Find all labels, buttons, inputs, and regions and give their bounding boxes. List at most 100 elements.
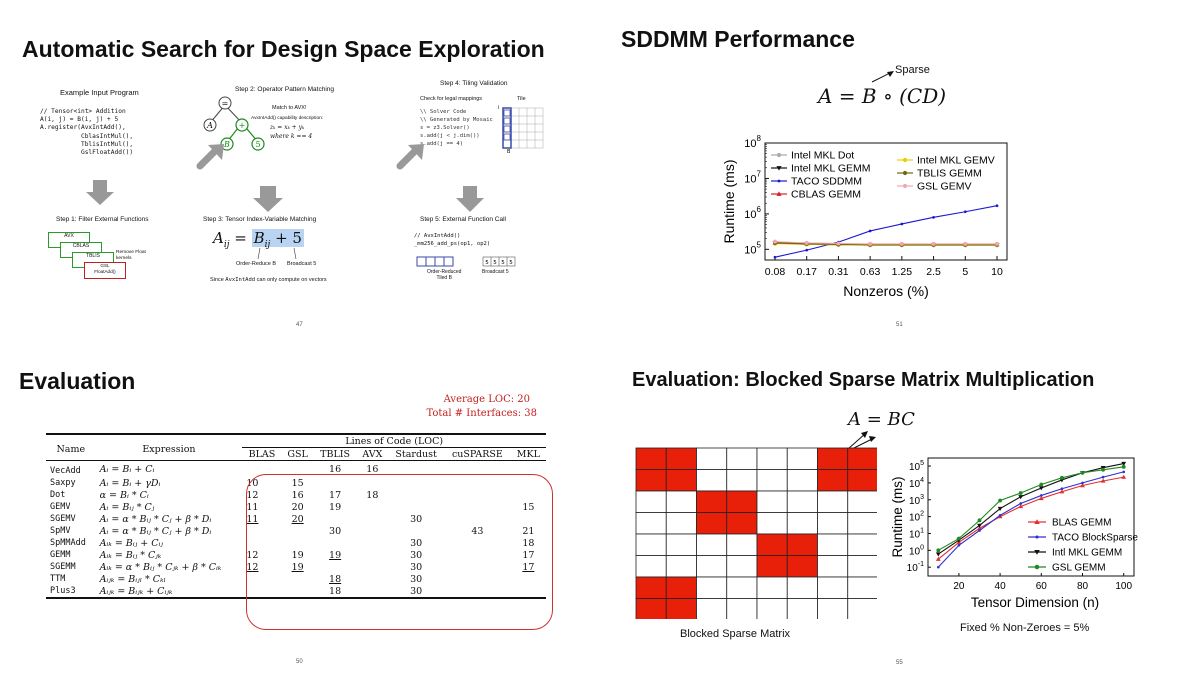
x-axis-label: Tensor Dimension (n) (971, 595, 1099, 610)
slide-title: Automatic Search for Design Space Explor… (22, 36, 545, 62)
marker-dot (1035, 535, 1039, 539)
loc-cell: 21 (522, 525, 535, 537)
loc-cell: 16 (329, 463, 342, 475)
loc-cell: 11 (246, 513, 259, 525)
x-tick-label: 60 (1036, 581, 1048, 592)
marker-triangle-down (977, 523, 982, 528)
marker-triangle-down (1121, 461, 1127, 466)
table-row: SpMV Aᵢ = α * Bᵢⱼ * Cⱼ + β * Dᵢ 30 43 21 (46, 525, 546, 537)
marker-circle (1101, 467, 1106, 472)
y-tick-label: 103 (909, 494, 924, 507)
row-expression: Aᵢⱼₖ = Bᵢⱼₗ * Cₖₗ (99, 573, 166, 585)
marker-triangle-up (1100, 478, 1106, 483)
y-tick-label: 107 (744, 169, 761, 185)
matrix-cell (786, 576, 818, 599)
x-tick-label: 0.63 (860, 266, 881, 278)
tick-base: 10 (909, 479, 921, 490)
marker-triangle-up (1038, 496, 1044, 501)
table-row: SpMMAdd Aᵢₖ = Bᵢⱼ + Cᵢⱼ 30 18 (46, 537, 546, 549)
matrix-cell (847, 598, 877, 619)
tree-node-label: 5 (255, 140, 260, 149)
marker-dot (998, 513, 1002, 517)
loc-cell: 12 (246, 489, 259, 501)
table-row: SGEMV Aᵢ = α * Bᵢⱼ * Cⱼ + β * Dᵢ 11 20 30 (46, 513, 546, 525)
loc-cell: 30 (410, 561, 423, 573)
page-number: 51 (896, 322, 903, 328)
tick-exp: 7 (757, 169, 762, 178)
box-label: CBLAS (72, 243, 90, 249)
loc-cell: 18 (329, 573, 342, 585)
loc-cell: 19 (329, 501, 342, 513)
marker-circle (1039, 482, 1044, 487)
tick-base: 10 (909, 462, 921, 473)
eq-lhs-sub: ij (223, 240, 230, 250)
row-name: GEMM (50, 550, 71, 560)
row-expression: Aᵢ = Bᵢ + Cᵢ (99, 463, 155, 475)
tree-node-a: A (203, 118, 217, 132)
legend-item: Intl MKL GEMM (1028, 548, 1122, 559)
tick-exp: 8 (757, 135, 762, 143)
tile-b: B (507, 149, 511, 153)
marker-circle (1018, 491, 1023, 495)
legend-label: TACO SDDMM (791, 176, 862, 188)
loc-cell: 17 (522, 549, 535, 561)
y-axis-label: Runtime (ms) (721, 159, 737, 243)
legend-label: TACO BlockSparse (1052, 533, 1138, 544)
series-taco-sddmm (773, 204, 999, 259)
matrix-cell (665, 598, 697, 619)
marker-triangle-down (997, 506, 1003, 511)
tick-exp: -1 (918, 561, 924, 568)
marker-circle (1059, 475, 1064, 480)
matrix-cell (817, 490, 849, 513)
row-expression: α = Bᵢ * Cᵢ (99, 489, 149, 501)
legend-label: Intel MKL GEMM (791, 163, 871, 175)
legend-item: Intel MKL GEMV (897, 155, 995, 167)
step4-tile-label: Tile (517, 96, 526, 102)
row-expression: Aᵢₖ = Bᵢⱼ + Cᵢⱼ (99, 537, 163, 549)
x-tick-label: 5 (962, 266, 968, 278)
y-tick-label: 106 (744, 205, 761, 221)
step1-title: Step 1: Filter External Functions (56, 216, 149, 223)
row-name: VecAdd (50, 466, 81, 476)
table-row: SGEMM Aᵢₖ = α * Bᵢⱼ * Cⱼₖ + β * Cᵢₖ 12 19 30… (46, 561, 546, 573)
marker-circle (1121, 464, 1126, 469)
note-pre: Since (210, 277, 226, 283)
loc-cell: 30 (410, 573, 423, 585)
tick-base: 10 (909, 546, 921, 557)
step1-box-gsl: GSL FloatAdd() (84, 262, 126, 279)
table-top-rule (46, 433, 546, 435)
tick-exp: 5 (920, 460, 924, 467)
x-tick-label: 10 (991, 266, 1003, 278)
legend-label: BLAS GEMM (1052, 518, 1111, 529)
tick-base: 10 (909, 496, 921, 507)
row-name: SpMMAdd (50, 538, 86, 548)
tree-node-plus: + (235, 118, 249, 132)
tree-node-label: + (239, 121, 246, 130)
tick-base: 10 (907, 563, 919, 574)
tick-base: 10 (909, 513, 921, 524)
step5-broadcast: Broadcast 5 (482, 269, 509, 275)
y-tick-label: 108 (744, 135, 761, 150)
eq-rhs-sub: ij (264, 240, 271, 250)
legend-label: Intel MKL GEMV (917, 155, 995, 167)
operator-tree: = A + B 5 (203, 96, 265, 151)
col-header-gsl: GSL (287, 448, 308, 460)
highlight-oval (246, 474, 553, 630)
x-tick-label: 80 (1077, 581, 1089, 592)
tick-exp: 5 (757, 240, 762, 249)
step2-eq2: where k == 4 (270, 133, 313, 140)
matrix-cell (847, 576, 877, 599)
row-expression: Aᵢ = α * Bᵢⱼ * Cⱼ + β * Dᵢ (99, 525, 212, 537)
marker-circle (1080, 470, 1085, 475)
tile-grid: i B (498, 105, 544, 153)
marker-triangle-up (935, 556, 941, 561)
bcast-cell: 5 (501, 260, 505, 266)
marker-triangle-up (1080, 483, 1085, 488)
marker-circle (977, 518, 982, 523)
tick-exp: 2 (920, 511, 924, 518)
marker-triangle-down (1018, 495, 1024, 500)
matrix-cell (756, 576, 788, 599)
matrix-cell (756, 533, 788, 556)
matrix-cell (786, 555, 818, 578)
table-row: Dot α = Bᵢ * Cᵢ 12 16 17 18 (46, 489, 546, 501)
